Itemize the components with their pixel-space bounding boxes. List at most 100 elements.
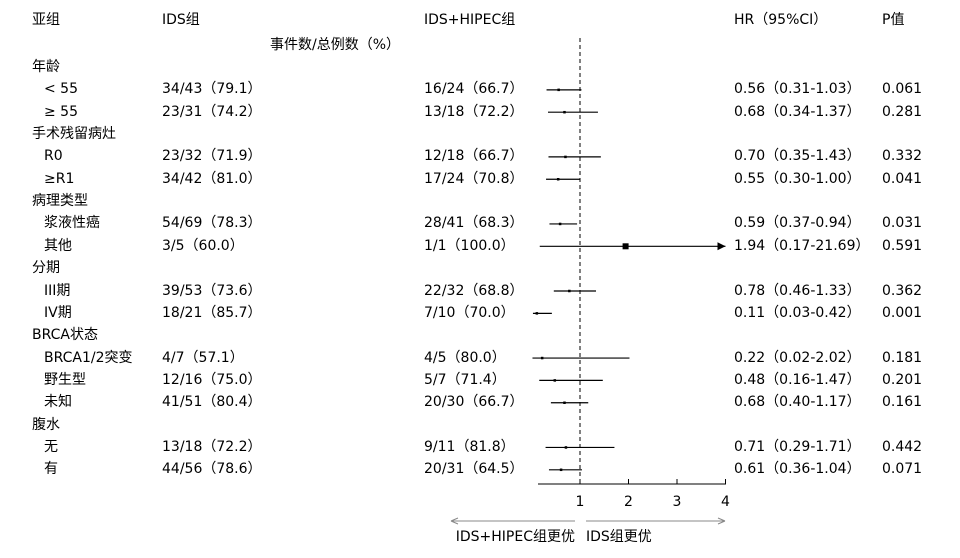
ids-hipec-events-cell: 9/11（81.8） <box>424 438 515 455</box>
hr-ci-cell: 0.61（0.36-1.04） <box>734 461 861 478</box>
point-estimate <box>559 468 563 472</box>
ids-events-cell: 23/31（74.2） <box>162 103 262 120</box>
left-favors-label: IDS+HIPEC组更优 <box>456 529 575 545</box>
ids-hipec-events-cell: 5/7（71.4） <box>424 371 506 388</box>
point-estimate <box>557 88 560 92</box>
ids-hipec-events-cell: 22/32（68.8） <box>424 282 524 299</box>
ids-events-cell: 54/69（78.3） <box>162 215 262 232</box>
ids-hipec-events-cell: 28/41（68.3） <box>424 215 524 232</box>
hr-ci-cell: 1.94（0.17-21.69） <box>734 237 870 254</box>
p-value-cell: 0.161 <box>882 394 923 411</box>
subgroup-label: 无 <box>44 438 58 455</box>
hr-ci-cell: 0.71（0.29-1.71） <box>734 438 861 455</box>
p-value-cell: 0.071 <box>882 461 923 478</box>
subgroup-label: IV期 <box>44 304 72 321</box>
subgroup-label: BRCA1/2突变 <box>44 349 133 366</box>
subgroup-category-label: 年龄 <box>32 59 60 75</box>
subgroup-category-label: BRCA状态 <box>32 327 98 344</box>
right-favors-arrowhead <box>717 517 726 525</box>
header-ids: IDS组 <box>162 12 200 28</box>
subgroup-category-label: 分期 <box>32 260 60 277</box>
ids-events-cell: 34/42（81.0） <box>162 170 262 187</box>
ids-events-cell: 39/53（73.6） <box>162 282 262 299</box>
hr-ci-cell: 0.11（0.03-0.42） <box>734 304 861 321</box>
ids-events-cell: 3/5（60.0） <box>162 237 244 254</box>
p-value-cell: 0.281 <box>882 103 923 120</box>
ids-events-cell: 34/43（79.1） <box>162 81 262 98</box>
subgroup-label: 未知 <box>44 394 72 411</box>
p-value-cell: 0.442 <box>882 438 923 455</box>
subgroup-label: ≥ 55 <box>44 103 78 120</box>
p-value-cell: 0.332 <box>882 148 923 165</box>
point-estimate <box>540 356 544 360</box>
p-value-cell: 0.591 <box>882 237 923 254</box>
subgroup-label: III期 <box>44 282 71 299</box>
subgroup-label: 野生型 <box>44 371 86 388</box>
ids-hipec-events-cell: 4/5（80.0） <box>424 349 506 366</box>
point-estimate <box>563 110 566 114</box>
ids-hipec-events-cell: 20/31（64.5） <box>424 461 524 478</box>
point-estimate <box>564 446 568 449</box>
p-value-cell: 0.201 <box>882 371 923 388</box>
subgroup-label: ≥R1 <box>44 170 75 187</box>
header-ids-hipec: IDS+HIPEC组 <box>424 12 516 28</box>
point-estimate <box>563 401 566 404</box>
hr-ci-cell: 0.48（0.16-1.47） <box>734 371 861 388</box>
hr-ci-cell: 0.56（0.31-1.03） <box>734 81 861 98</box>
left-favors-arrowhead <box>450 517 459 525</box>
point-estimate <box>564 155 567 159</box>
x-tick-label: 2 <box>624 494 633 510</box>
point-estimate <box>568 289 571 293</box>
hr-ci-cell: 0.22（0.02-2.02） <box>734 349 861 366</box>
subgroup-category-label: 病理类型 <box>32 193 88 210</box>
ids-events-cell: 12/16（75.0） <box>162 371 262 388</box>
p-value-cell: 0.362 <box>882 282 923 299</box>
hr-ci-cell: 0.55（0.30-1.00） <box>734 170 861 187</box>
point-estimate <box>556 178 560 181</box>
ids-hipec-events-cell: 13/18（72.2） <box>424 103 524 120</box>
subgroup-category-label: 腹水 <box>32 416 60 433</box>
ids-hipec-events-cell: 20/30（66.7） <box>424 394 524 411</box>
hr-ci-cell: 0.59（0.37-0.94） <box>734 215 861 232</box>
header-hr: HR（95%CI） <box>734 12 828 28</box>
ids-hipec-events-cell: 12/18（66.7） <box>424 148 524 165</box>
subgroup-category-label: 手术残留病灶 <box>32 126 116 143</box>
ids-events-cell: 41/51（80.4） <box>162 394 262 411</box>
hr-ci-cell: 0.78（0.46-1.33） <box>734 282 861 299</box>
right-favors-label: IDS组更优 <box>586 529 652 545</box>
ids-hipec-events-cell: 17/24（70.8） <box>424 170 524 187</box>
ids-events-cell: 13/18（72.2） <box>162 438 262 455</box>
point-estimate <box>558 222 562 226</box>
x-tick-label: 1 <box>576 494 585 510</box>
x-tick-label: 4 <box>721 494 730 510</box>
ids-events-cell: 4/7（57.1） <box>162 349 244 366</box>
ids-hipec-events-cell: 1/1（100.0） <box>424 237 515 254</box>
subgroup-label: 有 <box>44 461 58 478</box>
subgroup-label: 浆液性癌 <box>44 215 100 232</box>
hr-ci-cell: 0.68（0.34-1.37） <box>734 103 861 120</box>
x-tick-label: 3 <box>673 494 682 510</box>
header-events: 事件数/总例数（%） <box>270 37 401 53</box>
ids-events-cell: 18/21（85.7） <box>162 304 262 321</box>
subgroup-label: 其他 <box>44 237 72 254</box>
ci-arrow-right <box>717 242 726 251</box>
point-estimate <box>553 379 557 382</box>
p-value-cell: 0.001 <box>882 304 923 321</box>
ids-events-cell: 23/32（71.9） <box>162 148 262 165</box>
p-value-cell: 0.031 <box>882 215 923 232</box>
point-estimate <box>622 243 629 250</box>
p-value-cell: 0.181 <box>882 349 923 366</box>
p-value-cell: 0.041 <box>882 170 923 187</box>
subgroup-label: < 55 <box>44 81 78 98</box>
ids-hipec-events-cell: 7/10（70.0） <box>424 304 515 321</box>
hr-ci-cell: 0.68（0.40-1.17） <box>734 394 861 411</box>
subgroup-label: R0 <box>44 148 63 165</box>
ids-hipec-events-cell: 16/24（66.7） <box>424 81 524 98</box>
ids-events-cell: 44/56（78.6） <box>162 461 262 478</box>
header-subgroup: 亚组 <box>32 12 60 28</box>
hr-ci-cell: 0.70（0.35-1.43） <box>734 148 861 165</box>
header-p: P值 <box>882 12 905 28</box>
point-estimate <box>535 312 539 315</box>
